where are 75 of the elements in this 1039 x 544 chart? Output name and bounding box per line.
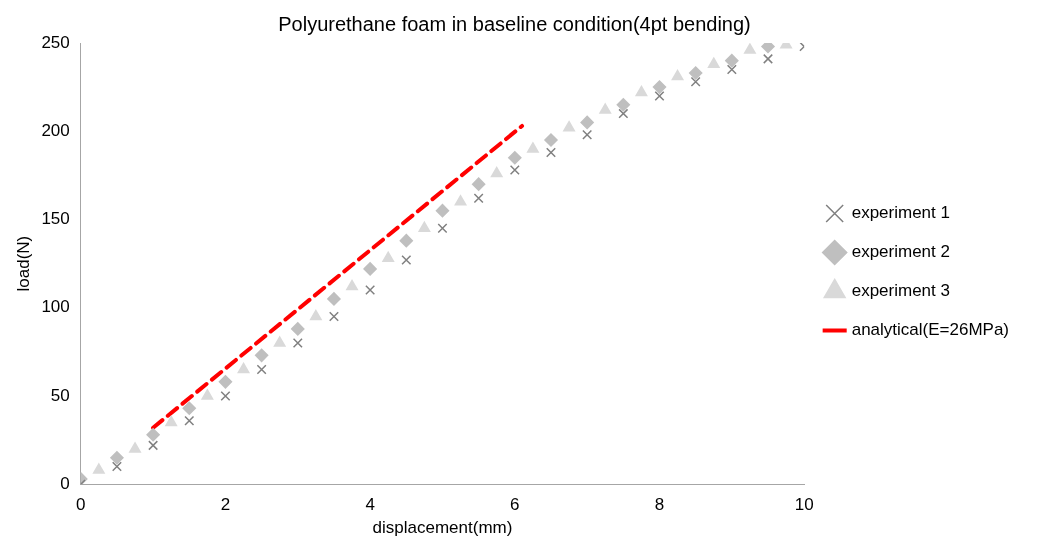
point: [580, 115, 594, 130]
y-tick-label: 50: [50, 385, 70, 405]
point: [129, 442, 141, 453]
point: [273, 336, 286, 347]
y-tick-label: 200: [41, 120, 70, 140]
point: [418, 221, 431, 233]
point: [544, 133, 558, 147]
point: [545, 147, 556, 158]
y-tick-label: 100: [41, 297, 70, 317]
point: [616, 98, 631, 112]
point: [508, 150, 522, 165]
point: [201, 389, 214, 400]
point: [473, 193, 484, 204]
point: [111, 461, 122, 472]
legend-label: experiment 2: [851, 242, 950, 262]
point: [291, 322, 305, 336]
x-tick-label: 0: [76, 495, 86, 515]
point: [165, 415, 178, 427]
x-axis-title: displacement(mm): [372, 518, 513, 538]
point: [618, 108, 629, 119]
point: [509, 165, 520, 176]
point: [292, 338, 303, 349]
y-tick-label: 250: [41, 32, 70, 52]
point: [654, 90, 665, 101]
point: [688, 66, 703, 80]
y-tick-label: 0: [60, 473, 70, 493]
point: [652, 80, 667, 94]
point: [454, 195, 467, 206]
point: [563, 120, 576, 132]
chart-title: Polyurethane foam in baseline condition(4pt bending): [278, 12, 751, 35]
point: [599, 103, 612, 114]
point: [237, 362, 250, 374]
point: [148, 440, 159, 451]
x-tick-label: 10: [794, 495, 814, 515]
x-tick-label: 6: [510, 495, 520, 515]
x-tick-label: 8: [654, 495, 665, 515]
point: [671, 69, 684, 81]
point: [382, 251, 395, 263]
point: [690, 76, 701, 87]
point: [490, 166, 503, 178]
point: [218, 375, 233, 389]
point: [365, 285, 376, 296]
legend-label: experiment 3: [851, 281, 950, 301]
point: [401, 255, 412, 266]
point: [471, 177, 486, 191]
point: [726, 64, 737, 75]
point: [328, 311, 339, 322]
point: [92, 463, 105, 474]
point: [437, 223, 448, 234]
point: [435, 203, 450, 218]
point: [582, 129, 593, 140]
point: [220, 390, 231, 401]
point: [743, 43, 756, 54]
point: [309, 309, 322, 321]
point: [346, 279, 358, 291]
point: [399, 233, 414, 248]
point: [256, 364, 267, 375]
point: [327, 292, 341, 306]
y-tick-label: 150: [41, 209, 70, 229]
point: [110, 450, 124, 465]
point: [182, 401, 197, 416]
point: [146, 428, 160, 442]
point: [526, 142, 539, 153]
point: [363, 262, 377, 276]
point: [725, 53, 739, 68]
x-tick-label: 2: [220, 495, 231, 515]
point: [707, 57, 720, 68]
y-axis-title: load(N): [13, 235, 33, 292]
legend-label: experiment 1: [851, 203, 950, 223]
point: [635, 85, 648, 97]
legend-label: analytical(E=26MPa): [851, 320, 1009, 340]
point: [254, 348, 269, 363]
point: [763, 53, 773, 64]
point: [184, 415, 195, 426]
x-tick-label: 4: [365, 495, 375, 515]
